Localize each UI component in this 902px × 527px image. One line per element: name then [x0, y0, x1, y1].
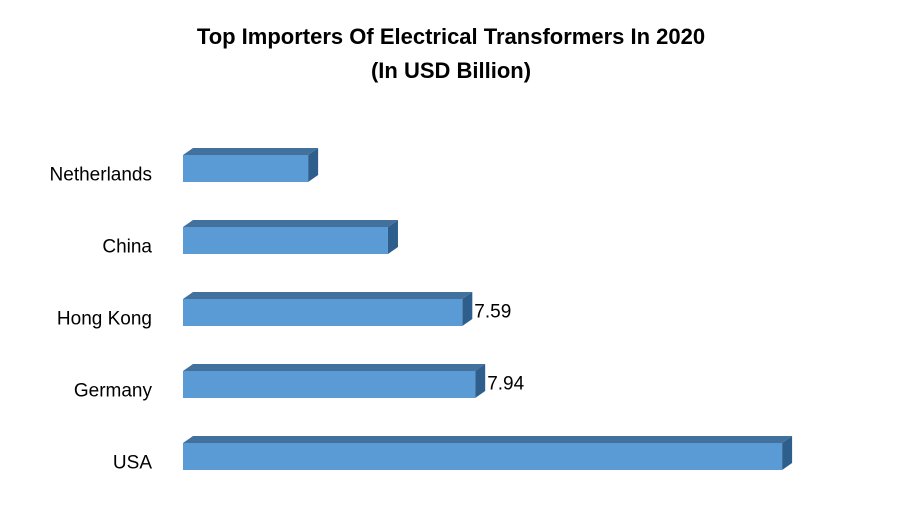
bar-top — [183, 148, 319, 155]
bar-front — [183, 227, 388, 254]
category-label: USA — [113, 453, 152, 474]
bar — [183, 220, 398, 254]
bar-side — [308, 148, 319, 182]
bar-front — [183, 443, 783, 470]
category-label: Germany — [74, 381, 153, 402]
bar-front — [183, 371, 476, 398]
chart-subtitle: (In USD Billion) — [371, 58, 531, 83]
chart-title: Top Importers Of Electrical Transformers… — [197, 24, 705, 49]
bar-side — [782, 436, 793, 470]
bar-side — [462, 292, 473, 326]
category-label: Hong Kong — [57, 309, 152, 330]
bar-side — [387, 220, 398, 254]
value-label: 7.94 — [487, 374, 524, 395]
bar-front — [183, 155, 309, 182]
bar-front — [183, 299, 463, 326]
bar — [183, 292, 473, 326]
bar — [183, 436, 793, 470]
value-label: 7.59 — [474, 302, 511, 323]
bar-top — [183, 292, 473, 299]
category-label: China — [102, 237, 152, 258]
bar-top — [183, 436, 793, 443]
bar — [183, 364, 486, 398]
bar-side — [475, 364, 486, 398]
bar — [183, 148, 319, 182]
category-label: Netherlands — [50, 165, 152, 186]
bar-top — [183, 364, 486, 371]
bar-top — [183, 220, 398, 227]
